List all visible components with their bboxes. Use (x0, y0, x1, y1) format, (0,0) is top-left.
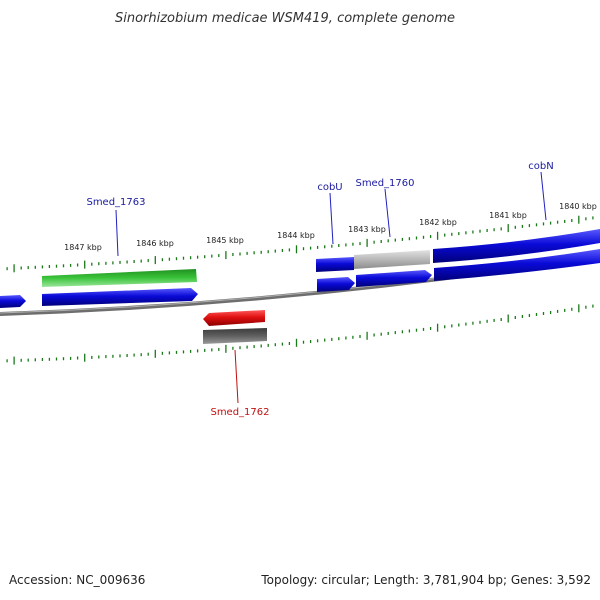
scale-label-1846: 1846 kbp (136, 239, 174, 248)
gene-cobN-outer[interactable] (433, 229, 600, 263)
leader-cobN (540, 171, 547, 221)
gene-label-smed1760[interactable]: Smed_1760 (355, 178, 414, 189)
gene-label-smed1762[interactable]: Smed_1762 (210, 407, 269, 418)
gene-label-cobN[interactable]: cobN (528, 161, 553, 172)
reverse-scale-ruler (6, 304, 594, 365)
gene-label-smed1763[interactable]: Smed_1763 (86, 197, 145, 208)
cds-smed1760[interactable] (356, 270, 432, 287)
cds-smed1762[interactable] (203, 310, 265, 326)
scale-label-1845: 1845 kbp (206, 236, 244, 245)
forward-scale-ruler (6, 215, 594, 273)
gene-cobU-outer[interactable] (316, 257, 354, 272)
gene-smed1762[interactable] (203, 328, 267, 344)
cds-left-edge[interactable] (0, 295, 26, 308)
cds-cobU[interactable] (317, 277, 355, 292)
leader-smed1763 (115, 209, 119, 257)
cds-smed1763[interactable] (42, 288, 198, 306)
cds-cobN[interactable] (434, 249, 600, 281)
topology-text: Topology: circular; Length: 3,781,904 bp… (261, 573, 591, 587)
scale-label-1842: 1842 kbp (419, 218, 457, 227)
leader-smed1762 (234, 349, 239, 404)
scale-label-1844: 1844 kbp (277, 231, 315, 240)
gene-smed1760-outer[interactable] (354, 250, 430, 269)
scale-label-1840: 1840 kbp (559, 202, 597, 211)
scale-label-1843: 1843 kbp (348, 225, 386, 234)
scale-label-1841: 1841 kbp (489, 211, 527, 220)
leader-smed1760 (384, 188, 391, 238)
gene-smed1763-green[interactable] (42, 269, 197, 287)
map-title: Sinorhizobium medicae WSM419, complete g… (115, 11, 455, 26)
scale-labels: 1847 kbp 1846 kbp 1845 kbp 1844 kbp 1843… (64, 202, 597, 252)
gene-label-cobU[interactable]: cobU (317, 182, 342, 193)
leader-cobU (329, 192, 334, 245)
scale-label-1847: 1847 kbp (64, 243, 102, 252)
accession-text: Accession: NC_009636 (9, 573, 146, 587)
